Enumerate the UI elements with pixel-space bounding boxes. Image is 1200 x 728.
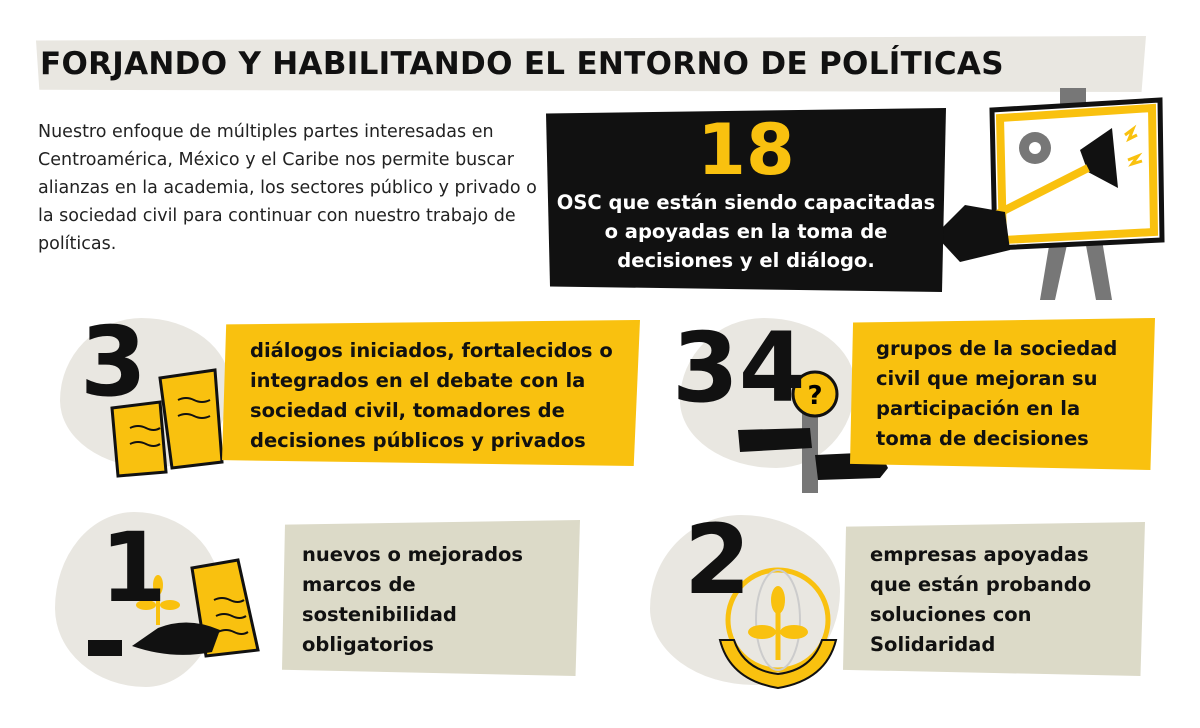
stat-number: 34: [672, 312, 806, 424]
signpost: ?: [738, 370, 888, 493]
speech-docs: [110, 368, 224, 478]
stat-text: diálogos iniciados, fortalecidos o integ…: [250, 339, 613, 452]
highlight-text: OSC que están siendo capacitadas o apoya…: [556, 191, 936, 272]
stat-number: 1: [100, 512, 167, 624]
title-band: [36, 36, 1146, 92]
stat-text: empresas apoyadas que están probando sol…: [870, 543, 1092, 656]
globe-hands: [718, 567, 838, 690]
question-icon: ?: [807, 381, 822, 411]
stat-box: [282, 520, 580, 676]
plant-hand: [88, 558, 260, 658]
title: FORJANDO Y HABILITANDO EL ENTORNO DE POL…: [40, 46, 1004, 82]
intro-text: Nuestro enfoque de múltiples partes inte…: [38, 122, 537, 254]
highlight-box: [546, 108, 946, 292]
easel: [935, 88, 1165, 300]
stat-number: 3: [80, 306, 147, 418]
stat-box: [850, 318, 1155, 470]
stat-box: [222, 320, 640, 466]
stat-number: 2: [684, 504, 751, 616]
stat-text: nuevos o mejorados marcos de sostenibili…: [302, 543, 524, 656]
stat-box: [843, 522, 1145, 676]
stat-text: grupos de la sociedad civil que mejoran …: [876, 337, 1118, 450]
highlight-number: 18: [697, 109, 795, 191]
